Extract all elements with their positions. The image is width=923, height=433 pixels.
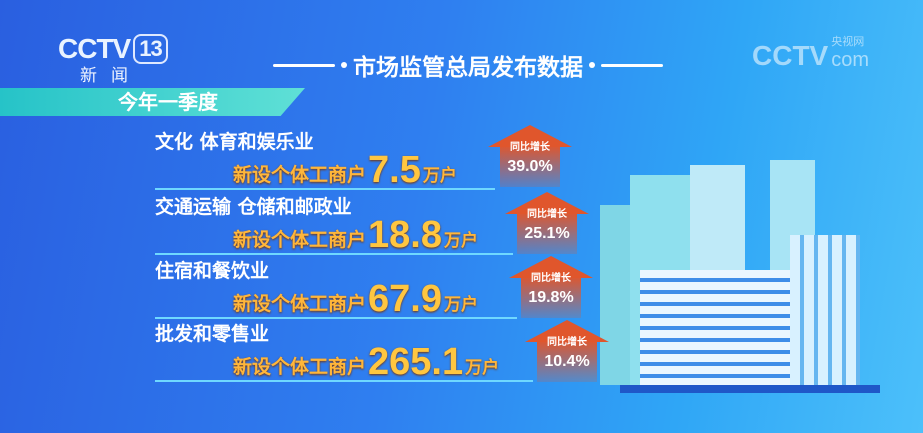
cctv-com-watermark: CCTV 央视网 com <box>752 36 869 71</box>
divider <box>155 380 533 382</box>
building <box>790 235 860 385</box>
watermark-text: CCTV <box>752 40 829 71</box>
growth-label: 同比增长 <box>531 273 571 284</box>
period-label: 今年一季度 <box>118 90 218 114</box>
cctv13-logo: CCTV 13 <box>58 34 168 64</box>
growth-arrow: 同比增长 10.4% <box>525 320 609 382</box>
divider <box>601 63 663 67</box>
stat-line: 新设个体工商户 7.5 万户 <box>233 149 457 191</box>
channel-name: 新闻 <box>80 66 142 86</box>
stat-row: 交通运输 仓储和邮政业 新设个体工商户 18.8 万户 <box>155 196 513 255</box>
stat-label: 新设个体工商户 <box>233 229 367 251</box>
watermark-com: com <box>831 49 870 71</box>
logo-text: CCTV <box>58 33 131 64</box>
growth-value: 19.8% <box>528 289 574 306</box>
watermark-column: 央视网 com <box>831 36 869 71</box>
stat-unit: 万户 <box>443 295 478 315</box>
category: 交通运输 仓储和邮政业 <box>155 196 352 218</box>
stat-unit: 万户 <box>443 231 478 251</box>
growth-value: 39.0% <box>507 158 553 175</box>
stat-row: 住宿和餐饮业 新设个体工商户 67.9 万户 <box>155 260 517 319</box>
stat-value: 18.8 <box>368 214 442 256</box>
stat-line: 新设个体工商户 67.9 万户 <box>233 278 478 320</box>
stat-unit: 万户 <box>465 358 500 378</box>
stat-unit: 万户 <box>422 166 457 186</box>
dot <box>589 62 595 68</box>
stat-line: 新设个体工商户 265.1 万户 <box>233 341 500 383</box>
stat-label: 新设个体工商户 <box>233 293 367 315</box>
building <box>640 270 790 385</box>
growth-label: 同比增长 <box>527 209 567 220</box>
stat-value: 67.9 <box>368 278 442 320</box>
stat-label: 新设个体工商户 <box>233 356 367 378</box>
growth-label: 同比增长 <box>510 142 550 153</box>
growth-arrow: 同比增长 39.0% <box>488 125 572 187</box>
divider <box>155 317 517 319</box>
growth-value: 10.4% <box>544 353 590 370</box>
ground <box>620 385 880 393</box>
growth-label: 同比增长 <box>547 337 587 348</box>
category: 文化 体育和娱乐业 <box>155 131 314 153</box>
stat-row: 文化 体育和娱乐业 新设个体工商户 7.5 万户 <box>155 131 495 190</box>
stat-value: 7.5 <box>368 149 421 191</box>
category: 批发和零售业 <box>155 323 270 345</box>
channel-number: 13 <box>133 34 168 64</box>
title-text: 市场监管总局发布数据 <box>353 55 583 81</box>
dot <box>341 62 347 68</box>
period-band: 今年一季度 <box>0 88 305 116</box>
stat-line: 新设个体工商户 18.8 万户 <box>233 214 478 256</box>
divider <box>155 253 513 255</box>
building <box>600 205 630 385</box>
growth-arrow: 同比增长 25.1% <box>505 192 589 254</box>
watermark-sub: 央视网 <box>831 36 865 48</box>
divider <box>273 63 335 67</box>
growth-value: 25.1% <box>524 225 570 242</box>
stat-row: 批发和零售业 新设个体工商户 265.1 万户 <box>155 323 533 382</box>
stat-label: 新设个体工商户 <box>233 164 367 186</box>
growth-arrow: 同比增长 19.8% <box>509 256 593 318</box>
category: 住宿和餐饮业 <box>155 260 270 282</box>
stat-value: 265.1 <box>368 341 464 383</box>
divider <box>155 188 495 190</box>
page-title: 市场监管总局发布数据 <box>258 48 678 82</box>
